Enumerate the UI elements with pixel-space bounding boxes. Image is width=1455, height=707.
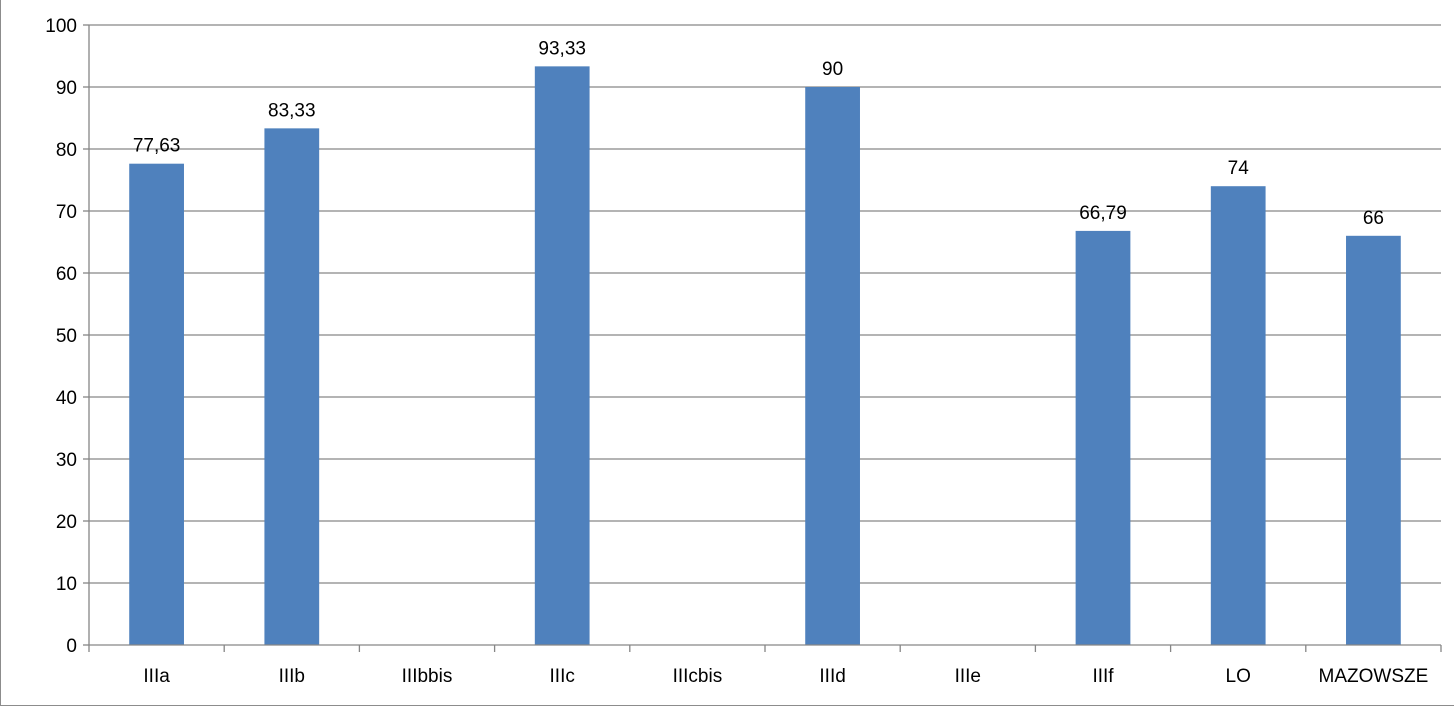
- x-tick-label: IIIc: [550, 666, 575, 687]
- bar-iiic: [534, 66, 590, 645]
- x-tick-label: IIIbbis: [402, 666, 453, 687]
- y-tick-label: 60: [56, 264, 77, 285]
- data-label: 66,79: [1079, 203, 1127, 224]
- bar-iiif: [1075, 230, 1131, 646]
- y-tick-label: 70: [56, 202, 77, 223]
- x-tick-label: LO: [1226, 666, 1251, 687]
- x-tick-label: IIIb: [279, 666, 305, 687]
- data-label: 90: [822, 59, 843, 80]
- x-tick-label: IIIa: [143, 666, 170, 687]
- x-tick-label: MAZOWSZE: [1319, 666, 1429, 687]
- y-tick-label: 100: [45, 16, 77, 37]
- data-label: 66: [1363, 208, 1384, 229]
- y-tick-label: 0: [66, 636, 77, 657]
- bars: [129, 66, 1401, 646]
- bar-iiia: [129, 163, 184, 645]
- y-tick-label: 40: [56, 388, 77, 409]
- data-label: 83,33: [268, 100, 316, 121]
- y-tick-label: 80: [56, 140, 77, 161]
- bar-mazowsze: [1346, 235, 1401, 646]
- y-tick-label: 10: [56, 574, 77, 595]
- y-tick-label: 90: [56, 78, 77, 99]
- y-tick-label: 50: [56, 326, 77, 347]
- axes: [83, 24, 1442, 652]
- bar-lo: [1210, 186, 1266, 645]
- bar-iiid: [805, 87, 860, 645]
- x-tick-label: IIIf: [1092, 666, 1114, 687]
- x-tick-label: IIId: [819, 666, 845, 687]
- y-tick-label: 30: [56, 450, 77, 471]
- y-tick-label: 20: [56, 512, 77, 533]
- x-tick-label: IIIe: [955, 666, 981, 687]
- data-label: 77,63: [133, 136, 181, 157]
- bar-iiib: [264, 128, 320, 645]
- data-label: 93,33: [538, 38, 586, 59]
- x-tick-label: IIIcbis: [673, 666, 723, 687]
- data-label: 74: [1228, 158, 1250, 179]
- labels: 0 10 20 30 40 50 60 70 80 90 100 77,63 IIIa 83,33 IIIb…: [45, 16, 1428, 687]
